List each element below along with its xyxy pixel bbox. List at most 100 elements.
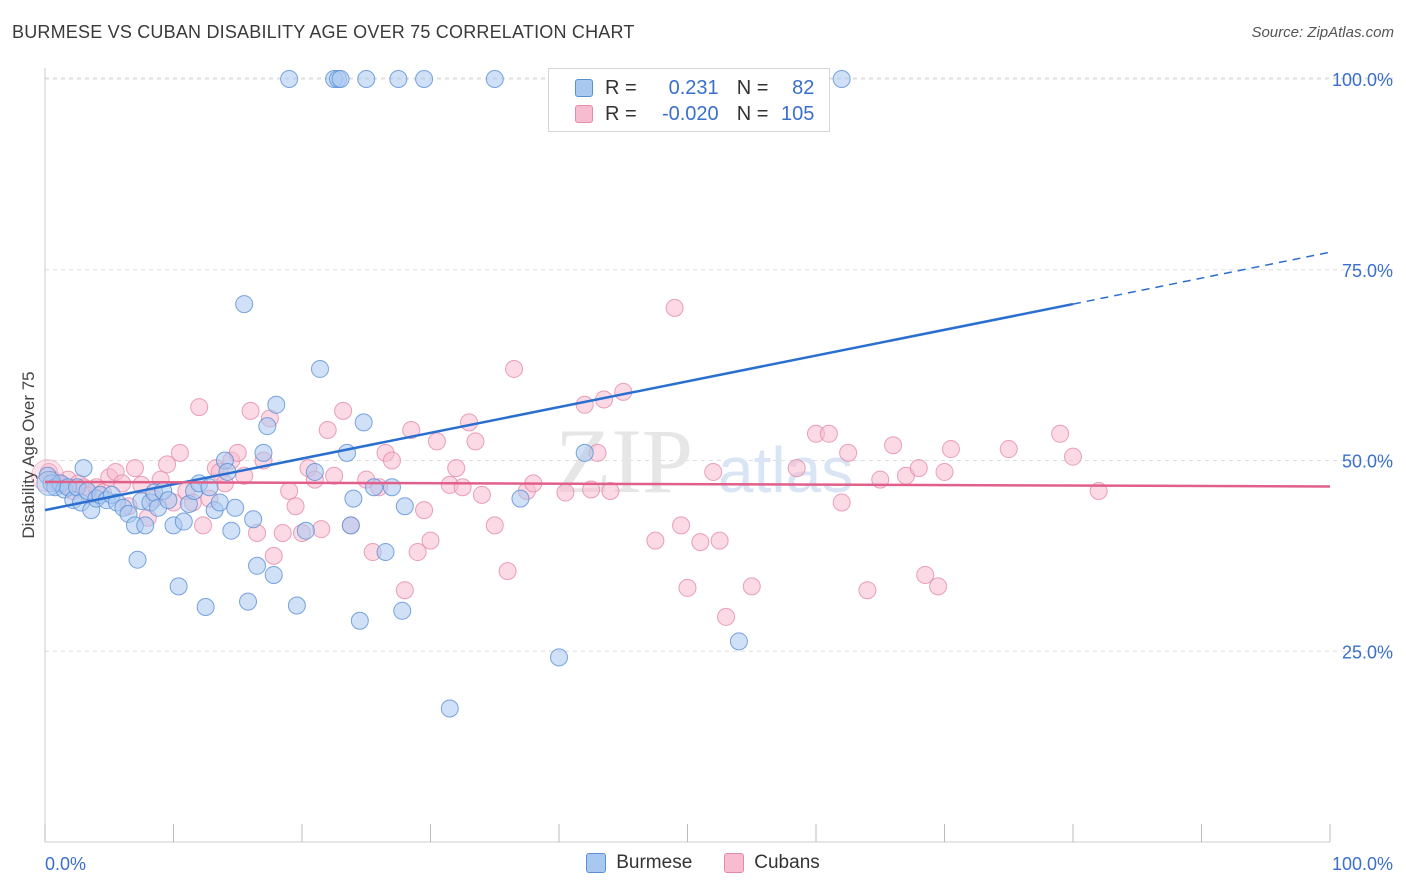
cubans-point xyxy=(318,420,337,439)
burmese-point xyxy=(239,592,258,611)
cubans-point xyxy=(382,451,401,470)
cubans-point xyxy=(916,565,935,584)
burmese-point xyxy=(310,359,329,378)
cubans-point xyxy=(241,401,260,420)
cubans-point xyxy=(194,516,213,535)
cubans-point xyxy=(832,493,851,512)
burmese-trend-line xyxy=(44,302,1074,512)
burmese-point xyxy=(305,462,324,481)
cubans-point xyxy=(485,516,504,535)
burmese-legend-swatch xyxy=(586,853,607,873)
burmese-point xyxy=(341,516,360,535)
cubans-point xyxy=(839,443,858,462)
burmese-point xyxy=(235,295,254,314)
burmese-point xyxy=(258,417,277,436)
burmese-point xyxy=(36,470,62,496)
burmese-point xyxy=(248,556,267,575)
cubans-point xyxy=(286,497,305,516)
legend-row-cubans: R = -0.020 N = 105 xyxy=(575,103,814,125)
cubans-point xyxy=(447,459,466,478)
r-label: R = xyxy=(605,76,637,99)
burmese-trend-extension xyxy=(1072,251,1331,305)
legend-row-burmese: R = 0.231 N = 82 xyxy=(575,77,814,99)
cubans-point xyxy=(819,424,838,443)
cubans-point xyxy=(125,459,144,478)
cubans-point xyxy=(421,531,440,550)
burmese-point xyxy=(136,516,155,535)
burmese-point xyxy=(128,550,147,569)
cubans-point xyxy=(582,480,601,499)
burmese-point xyxy=(280,70,299,88)
n-value: 105 xyxy=(781,102,815,125)
cubans-point xyxy=(678,578,697,597)
burmese-point xyxy=(415,70,434,88)
burmese-point xyxy=(485,70,504,88)
burmese-point xyxy=(222,521,241,540)
burmese-point xyxy=(511,489,530,508)
burmese-point xyxy=(169,577,188,596)
svg-text:ZIP: ZIP xyxy=(555,410,693,512)
cubans-point xyxy=(884,436,903,455)
cubans-point xyxy=(498,562,517,581)
cubans-point xyxy=(427,432,446,451)
cubans-point xyxy=(395,581,414,600)
burmese-point xyxy=(354,413,373,432)
chart-title: BURMESE VS CUBAN DISABILITY AGE OVER 75 … xyxy=(12,22,635,42)
burmese-point xyxy=(226,498,245,517)
r-value: -0.020 xyxy=(661,102,719,125)
cubans-swatch xyxy=(575,105,593,123)
burmese-swatch xyxy=(575,79,593,97)
burmese-point xyxy=(264,565,283,584)
burmese-point xyxy=(74,459,93,478)
cubans-point xyxy=(190,398,209,417)
cubans-point xyxy=(273,523,292,542)
burmese-point xyxy=(337,443,356,462)
y-tick-label: 75.0% xyxy=(1342,261,1393,281)
cubans-point xyxy=(408,543,427,562)
burmese-point xyxy=(832,70,851,88)
cubans-point xyxy=(742,577,761,596)
burmese-point xyxy=(174,512,193,531)
r-value: 0.231 xyxy=(668,76,719,99)
cubans-point xyxy=(935,462,954,481)
axis-labels: 25.0% 50.0% 75.0% 100.0% 0.0% 100.0% Disabilit… xyxy=(19,70,1393,874)
burmese-point xyxy=(364,478,383,497)
cubans-point xyxy=(672,516,691,535)
cubans-point xyxy=(402,420,421,439)
cubans-point xyxy=(909,459,928,478)
y-tick-label: 25.0% xyxy=(1342,642,1393,662)
cubans-point xyxy=(453,478,472,497)
cubans-legend-swatch xyxy=(724,853,745,873)
cubans-point xyxy=(280,482,299,501)
cubans-point xyxy=(717,607,736,626)
n-value: 82 xyxy=(792,76,815,99)
burmese-point xyxy=(729,632,748,651)
burmese-point xyxy=(389,70,408,88)
cubans-point xyxy=(158,455,177,474)
legend-item-burmese[interactable]: Burmese xyxy=(586,852,692,874)
cubans-point xyxy=(646,531,665,550)
y-axis-title: Disability Age Over 75 xyxy=(19,371,38,538)
y-tick-label: 100.0% xyxy=(1332,70,1393,90)
n-label: N = xyxy=(736,76,769,99)
cubans-point xyxy=(170,443,189,462)
burmese-point xyxy=(254,443,273,462)
cubans-point xyxy=(1064,447,1082,466)
watermark: ZIP atlas xyxy=(555,410,853,512)
legend-item-cubans[interactable]: Cubans xyxy=(724,852,820,874)
cubans-point xyxy=(264,546,283,565)
cubans-point xyxy=(691,533,710,552)
legend-label-cubans: Cubans xyxy=(754,852,820,873)
cubans-point xyxy=(601,482,620,501)
y-tick-label: 50.0% xyxy=(1342,452,1393,472)
cubans-point xyxy=(312,520,331,539)
cubans-trend-line xyxy=(44,480,1331,488)
cubans-point xyxy=(929,577,948,596)
burmese-point xyxy=(267,395,286,414)
cubans-point xyxy=(472,485,491,504)
cubans-point xyxy=(858,581,877,600)
burmese-point xyxy=(382,478,401,497)
burmese-point xyxy=(210,493,229,512)
n-label: N = xyxy=(736,102,769,125)
cubans-point xyxy=(415,501,434,520)
